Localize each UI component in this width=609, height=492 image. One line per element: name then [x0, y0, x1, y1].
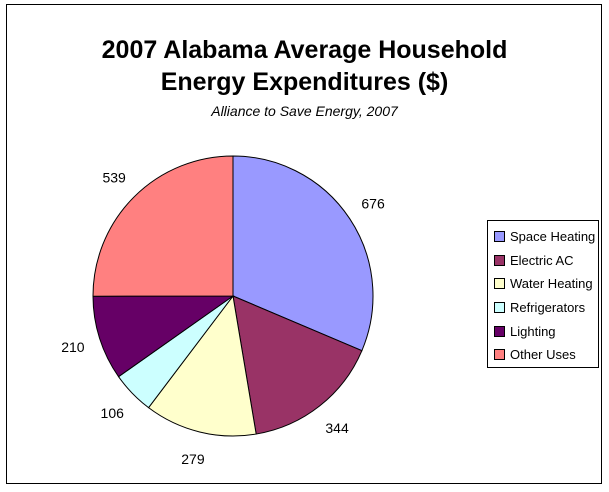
- legend-label: Lighting: [510, 323, 556, 339]
- legend-item-water-heating: Water Heating: [494, 272, 598, 296]
- pie-slice-electric-ac: [232, 295, 363, 435]
- chart-title: 2007 Alabama Average Household Energy Ex…: [0, 34, 609, 98]
- legend-item-refrigerators: Refrigerators: [494, 296, 598, 320]
- data-label-space-heating: 676: [361, 195, 385, 211]
- pie-slice-lighting: [92, 295, 235, 378]
- legend-item-electric-ac: Electric AC: [494, 249, 598, 273]
- pie-slice-space-heating: [232, 155, 374, 352]
- legend-item-space-heating: Space Heating: [494, 225, 598, 249]
- legend-swatch: [494, 254, 505, 266]
- legend-swatch: [494, 349, 505, 361]
- chart-title-line-1: 2007 Alabama Average Household: [101, 36, 508, 64]
- data-label-lighting: 210: [61, 339, 85, 355]
- legend-label: Electric AC: [510, 252, 574, 268]
- data-label-electric-ac: 344: [325, 420, 349, 436]
- chart-title-line-2: Energy Expenditures ($): [160, 68, 449, 96]
- chart-subtitle: Alliance to Save Energy, 2007: [211, 103, 398, 119]
- legend-item-lighting: Lighting: [494, 319, 598, 343]
- legend-item-other-uses: Other Uses: [494, 343, 598, 367]
- data-label-water-heating: 279: [181, 451, 205, 467]
- legend-label: Water Heating: [510, 276, 593, 292]
- legend-swatch: [494, 231, 505, 243]
- pie-slice-water-heating: [147, 294, 257, 437]
- legend-swatch: [494, 302, 505, 314]
- legend-label: Refrigerators: [510, 300, 586, 316]
- data-label-refrigerators: 106: [101, 405, 125, 421]
- legend-label: Other Uses: [510, 347, 576, 363]
- legend-swatch: [494, 278, 505, 290]
- pie-slice-other-uses: [92, 155, 234, 297]
- data-label-other-uses: 539: [102, 169, 126, 185]
- legend-swatch: [494, 325, 505, 337]
- legend: Space Heating Electric AC Water Heating Ref…: [487, 220, 599, 368]
- legend-label: Space Heating: [510, 229, 596, 245]
